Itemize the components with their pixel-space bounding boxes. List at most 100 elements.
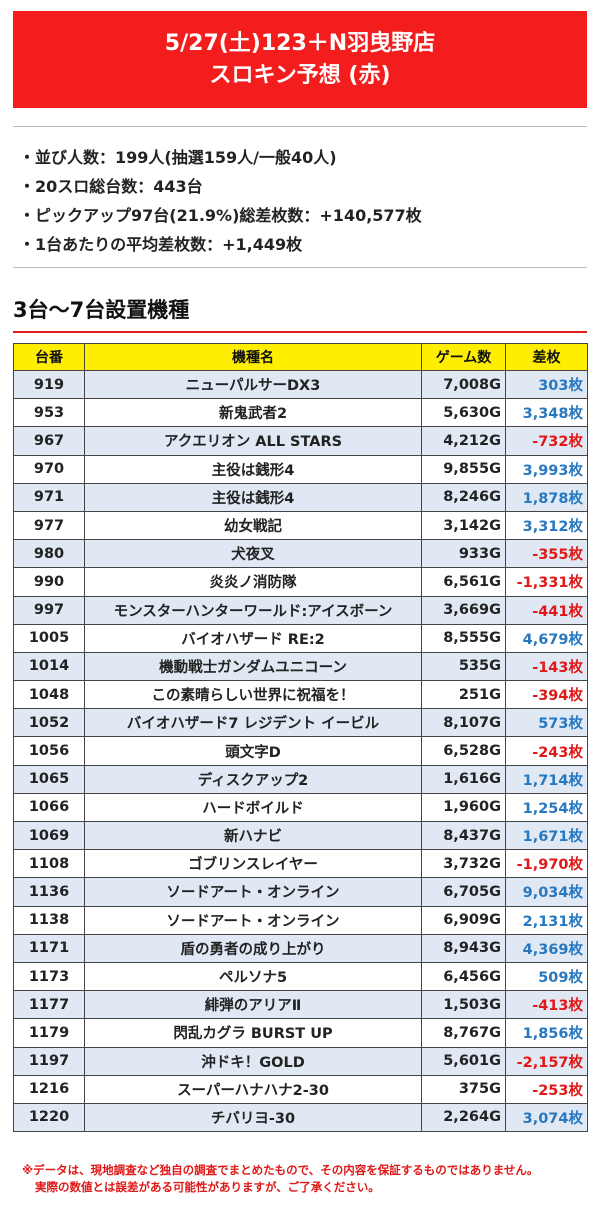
header-banner: 5/27(土)123＋N羽曳野店 スロキン予想 (赤) <box>13 11 587 108</box>
coin-diff-cell: 3,993枚 <box>505 454 588 484</box>
game-count-cell: 8,555G <box>421 623 506 653</box>
table-row: 977 幼女戦記 3,142G 3,312枚 <box>13 510 588 541</box>
coin-diff-cell: -253枚 <box>505 1074 588 1104</box>
machine-number-cell: 953 <box>13 398 85 428</box>
coin-diff-cell: -732枚 <box>505 426 588 456</box>
game-count-cell: 3,669G <box>421 595 506 625</box>
machine-number-cell: 1069 <box>13 820 85 851</box>
game-count-cell: 6,909G <box>421 905 506 935</box>
machine-number-cell: 1197 <box>13 1046 85 1076</box>
table-row: 1005 バイオハザード RE:2 8,555G 4,679枚 <box>13 623 588 653</box>
game-count-cell: 6,456G <box>421 961 506 992</box>
game-count-cell: 535G <box>421 651 506 682</box>
machine-name-cell: バイオハザード7 レジデント イービル <box>84 708 422 738</box>
machine-name-cell: 主役は銭形4 <box>84 482 422 512</box>
coin-diff-cell: 4,679枚 <box>505 623 588 653</box>
game-count-cell: 2,264G <box>421 1102 506 1133</box>
table-row: 1179 閃乱カグラ BURST UP 8,767G 1,856枚 <box>13 1018 588 1048</box>
coin-diff-cell: -1,331枚 <box>505 567 588 597</box>
table-row: 1066 ハードボイルド 1,960G 1,254枚 <box>13 792 588 823</box>
machine-number-cell: 1220 <box>13 1102 85 1133</box>
machine-name-cell: ニューパルサーDX3 <box>84 369 422 400</box>
coin-diff-cell: 1,671枚 <box>505 820 588 851</box>
machine-number-cell: 1108 <box>13 849 85 879</box>
game-count-cell: 5,601G <box>421 1046 506 1076</box>
coin-diff-cell: 573枚 <box>505 708 588 738</box>
machine-number-cell: 1138 <box>13 905 85 935</box>
machine-table: 台番 機種名 ゲーム数 差枚 919 ニューパルサーDX3 7,008G 303枚 95… <box>13 343 588 1133</box>
machine-name-cell: この素晴らしい世界に祝福を！ <box>84 680 422 710</box>
machine-name-cell: アクエリオン ALL STARS <box>84 426 422 456</box>
machine-name-cell: 盾の勇者の成り上がり <box>84 933 422 963</box>
machine-name-cell: ペルソナ5 <box>84 961 422 992</box>
machine-number-cell: 1173 <box>13 961 85 992</box>
machine-name-cell: ソードアート・オンライン <box>84 905 422 935</box>
summary-box: ・並び人数：199人(抽選159人/一般40人) ・20スロ総台数：443台 ・… <box>13 126 587 268</box>
header-machine-number: 台番 <box>13 343 85 371</box>
game-count-cell: 7,008G <box>421 369 506 400</box>
machine-name-cell: ゴブリンスレイヤー <box>84 849 422 879</box>
table-row: 1014 機動戦士ガンダムユニコーン 535G -143枚 <box>13 651 588 682</box>
coin-diff-cell: -441枚 <box>505 595 588 625</box>
table-row: 1216 スーパーハナハナ2-30 375G -253枚 <box>13 1074 588 1104</box>
page-subtitle: スロキン予想 (赤) <box>209 62 391 88</box>
machine-number-cell: 977 <box>13 510 85 541</box>
machine-name-cell: 閃乱カグラ BURST UP <box>84 1018 422 1048</box>
machine-number-cell: 980 <box>13 539 85 569</box>
machine-name-cell: ハードボイルド <box>84 792 422 823</box>
table-row: 1056 頭文字D 6,528G -243枚 <box>13 736 588 766</box>
table-row: 1065 ディスクアップ2 1,616G 1,714枚 <box>13 764 588 794</box>
game-count-cell: 8,437G <box>421 820 506 851</box>
coin-diff-cell: -394枚 <box>505 680 588 710</box>
table-row: 1173 ペルソナ5 6,456G 509枚 <box>13 961 588 992</box>
machine-number-cell: 997 <box>13 595 85 625</box>
machine-name-cell: スーパーハナハナ2-30 <box>84 1074 422 1104</box>
table-header-row: 台番 機種名 ゲーム数 差枚 <box>13 343 588 371</box>
coin-diff-cell: -355枚 <box>505 539 588 569</box>
game-count-cell: 8,107G <box>421 708 506 738</box>
machine-name-cell: 犬夜叉 <box>84 539 422 569</box>
machine-number-cell: 970 <box>13 454 85 484</box>
game-count-cell: 1,960G <box>421 792 506 823</box>
coin-diff-cell: 1,856枚 <box>505 1018 588 1048</box>
header-game-count: ゲーム数 <box>421 343 506 371</box>
table-row: 1069 新ハナビ 8,437G 1,671枚 <box>13 820 588 851</box>
table-row: 953 新鬼武者2 5,630G 3,348枚 <box>13 398 588 428</box>
game-count-cell: 8,767G <box>421 1018 506 1048</box>
game-count-cell: 9,855G <box>421 454 506 484</box>
table-row: 970 主役は銭形4 9,855G 3,993枚 <box>13 454 588 484</box>
machine-number-cell: 990 <box>13 567 85 597</box>
machine-number-cell: 1065 <box>13 764 85 794</box>
table-row: 1171 盾の勇者の成り上がり 8,943G 4,369枚 <box>13 933 588 963</box>
game-count-cell: 375G <box>421 1074 506 1104</box>
game-count-cell: 6,561G <box>421 567 506 597</box>
coin-diff-cell: 4,369枚 <box>505 933 588 963</box>
table-row: 1220 チバリヨ-30 2,264G 3,074枚 <box>13 1102 588 1133</box>
table-row: 1177 緋弾のアリアⅡ 1,503G -413枚 <box>13 990 588 1020</box>
table-row: 1136 ソードアート・オンライン 6,705G 9,034枚 <box>13 877 588 907</box>
table-row: 967 アクエリオン ALL STARS 4,212G -732枚 <box>13 426 588 456</box>
game-count-cell: 6,705G <box>421 877 506 907</box>
game-count-cell: 8,246G <box>421 482 506 512</box>
game-count-cell: 3,732G <box>421 849 506 879</box>
game-count-cell: 4,212G <box>421 426 506 456</box>
summary-average-diff: ・1台あたりの平均差枚数：+1,449枚 <box>19 235 303 254</box>
machine-number-cell: 1048 <box>13 680 85 710</box>
disclaimer-line-2: 実際の数値とは誤差がある可能性がありますが、ご了承ください。 <box>35 1180 380 1194</box>
game-count-cell: 251G <box>421 680 506 710</box>
machine-name-cell: バイオハザード RE:2 <box>84 623 422 653</box>
game-count-cell: 5,630G <box>421 398 506 428</box>
table-row: 1048 この素晴らしい世界に祝福を！ 251G -394枚 <box>13 680 588 710</box>
table-row: 1052 バイオハザード7 レジデント イービル 8,107G 573枚 <box>13 708 588 738</box>
machine-number-cell: 1179 <box>13 1018 85 1048</box>
machine-name-cell: 新ハナビ <box>84 820 422 851</box>
machine-name-cell: ソードアート・オンライン <box>84 877 422 907</box>
machine-number-cell: 1056 <box>13 736 85 766</box>
summary-total-machines: ・20スロ総台数：443台 <box>19 177 203 196</box>
machine-number-cell: 1066 <box>13 792 85 823</box>
table-row: 971 主役は銭形4 8,246G 1,878枚 <box>13 482 588 512</box>
table-row: 1197 沖ドキ！GOLD 5,601G -2,157枚 <box>13 1046 588 1076</box>
machine-name-cell: 緋弾のアリアⅡ <box>84 990 422 1020</box>
summary-pickup-total: ・ピックアップ97台(21.9%)総差枚数：+140,577枚 <box>19 206 422 225</box>
game-count-cell: 933G <box>421 539 506 569</box>
